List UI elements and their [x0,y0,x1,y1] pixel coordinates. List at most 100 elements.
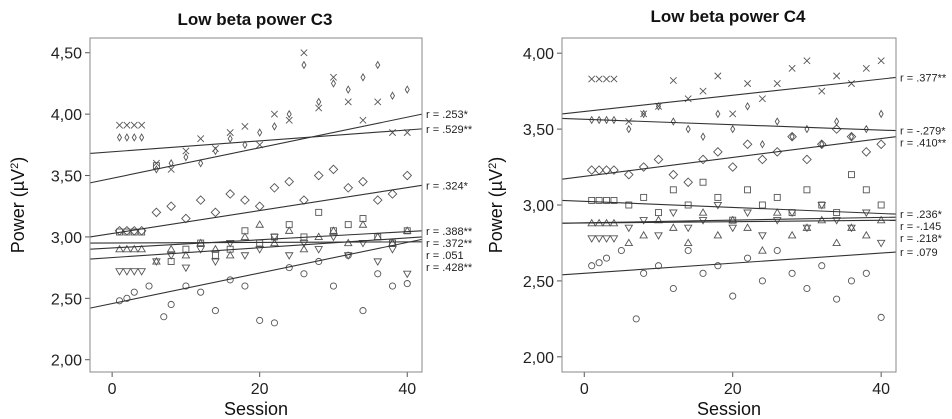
data-point-small-diamond [389,91,396,101]
data-point-triangle-down [728,224,738,233]
data-point-diamond [387,189,398,199]
data-point-x [833,72,841,80]
data-point-triangle [876,215,886,224]
data-point-x [152,159,160,167]
data-point-diamond [601,165,612,175]
data-point-square [610,196,618,204]
data-point-circle [270,319,278,327]
x-axis-title: Session [224,399,288,419]
data-point-small-diamond [345,85,351,94]
data-point-triangle-down [284,252,294,260]
data-point-circle [123,294,131,302]
data-point-x [197,135,205,143]
data-point-circle [654,262,663,270]
fit-line [89,184,423,238]
data-point-circle [818,262,826,270]
data-point-diamond [727,162,738,172]
data-point-x [603,75,611,83]
data-point-circle [803,284,811,293]
data-point-small-diamond [242,140,248,150]
data-point-circle [197,288,205,296]
fit-line [89,128,423,154]
data-point-triangle [683,238,693,247]
data-point-circle [359,307,367,315]
data-point-small-diamond [183,152,189,162]
data-point-square [669,186,677,194]
data-point-small-diamond [589,115,595,125]
correlation-label: r = .529** [426,124,473,136]
data-point-diamond [742,139,753,150]
data-point-triangle-down [817,201,827,210]
y-tick-label: 3,50 [51,169,82,186]
data-point-small-diamond [774,117,780,126]
correlation-label: r = -.145 [900,221,941,233]
data-point-small-diamond [116,133,123,142]
correlation-label: r = .236* [900,209,943,221]
data-point-circle [595,259,603,267]
data-point-small-diamond [286,109,292,119]
data-point-triangle-down [122,268,132,276]
fit-line [561,219,897,224]
correlation-label: r = .428** [426,262,473,274]
y-tick-label: 3,00 [51,230,82,247]
data-point-triangle-down [639,217,649,225]
data-point-triangle-down [772,217,782,225]
data-point-triangle [211,244,220,253]
data-point-diamond [683,177,694,188]
data-point-diamond [343,182,354,193]
y-tick-label: 4,00 [51,107,82,124]
data-point-triangle-down [847,224,856,233]
data-point-diamond [269,182,280,193]
data-point-triangle [137,244,147,253]
x-tick-label: 40 [872,381,890,398]
data-point-circle [145,282,153,290]
data-point-triangle-down [240,252,250,260]
data-point-diamond [151,207,162,218]
data-point-triangle-down [166,252,176,260]
data-point-circle [684,246,692,255]
data-point-triangle-down [152,258,161,266]
correlation-label: r = .079 [900,247,938,259]
data-point-small-diamond [848,132,854,141]
data-point-triangle-down [743,209,752,218]
data-point-diamond [240,195,250,205]
data-point-x [359,116,367,124]
data-point-diamond [313,170,324,181]
correlation-label: r = .372** [426,238,473,250]
data-point-triangle-down [594,235,604,243]
chart-panel-c3: Low beta power C3 Power (µV2) Session 2,00 2… [8,10,473,419]
fit-line [561,76,897,115]
data-point-triangle [299,244,309,253]
x-tick-label: 0 [580,381,589,398]
data-point-x [226,129,234,137]
data-point-x [862,64,870,72]
correlation-label: r = .377** [900,72,947,84]
data-point-small-diamond [139,133,145,142]
data-point-diamond [358,176,368,187]
data-point-small-diamond [878,109,884,119]
data-point-triangle [832,238,842,247]
data-point-x [758,95,766,103]
data-point-diamond [623,169,634,180]
data-point-triangle-down [802,224,812,233]
data-point-circle [833,295,841,303]
data-point-circle [256,316,264,324]
data-point-triangle [358,220,368,228]
data-point-x [640,110,648,118]
correlation-label: r = .388** [426,226,473,238]
data-point-small-diamond [604,115,610,125]
data-point-circle [877,313,885,321]
data-point-triangle-down [115,268,124,276]
data-point-triangle-down [609,235,619,243]
y-tick-label: 4,50 [51,46,82,63]
data-point-diamond [757,154,768,165]
data-point-small-diamond [819,139,825,149]
data-point-triangle-down [255,246,265,254]
data-point-triangle-down [758,232,767,240]
correlation-label: r = .051 [426,250,464,262]
data-point-small-diamond [257,128,263,137]
fit-line [561,136,897,180]
data-point-x [773,80,781,88]
data-point-triangle-down [373,258,383,266]
